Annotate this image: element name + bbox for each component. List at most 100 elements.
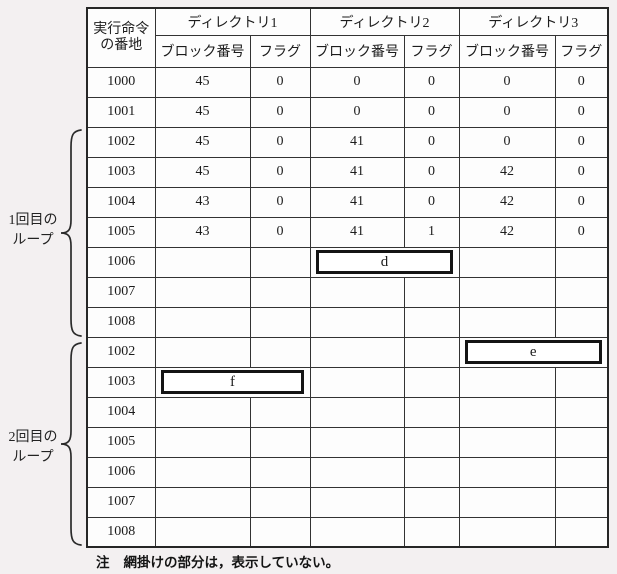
value-cell: 0: [403, 66, 460, 98]
table-row: 1003 45 0 41 0 42 0: [86, 156, 609, 188]
table-row: 1001 45 0 0 0 0 0: [86, 96, 609, 128]
answer-box-e: e: [464, 340, 602, 364]
value-cell: 45: [154, 66, 251, 98]
table-row: 1005 43 0 41 1 42 0: [86, 216, 609, 248]
loop2-brace: [60, 342, 82, 546]
header-row-directories: 実行命令 の番地 ディレクトリ1 ディレクトリ2 ディレクトリ3: [86, 7, 609, 68]
shaded-cell: [309, 366, 405, 398]
address-cell: 1004: [86, 186, 156, 218]
dir1-flag-header: フラグ: [249, 34, 311, 68]
shaded-cell: [458, 486, 556, 518]
address-cell: 1001: [86, 96, 156, 128]
table-row: 1006: [86, 456, 609, 488]
value-cell: 0: [249, 126, 311, 158]
table-row: 1007: [86, 486, 609, 518]
value-cell: 0: [309, 66, 405, 98]
value-cell: 0: [403, 186, 460, 218]
shaded-cell: [458, 396, 556, 428]
loop1-label: 1回目の ループ: [2, 211, 64, 251]
value-cell: 0: [249, 156, 311, 188]
shaded-cell: [403, 306, 460, 338]
shaded-cell: [249, 276, 311, 308]
shaded-cell: [309, 516, 405, 548]
shaded-cell: [154, 516, 251, 548]
directory3-header: ディレクトリ3: [458, 7, 609, 36]
value-cell: 0: [249, 96, 311, 128]
shaded-cell: [554, 366, 609, 398]
answer-box-cell: d: [309, 246, 460, 278]
table-row: 1002 45 0 41 0 0 0: [86, 126, 609, 158]
value-cell: 45: [154, 156, 251, 188]
shaded-cell: [249, 516, 311, 548]
shaded-cell: [249, 456, 311, 488]
value-cell: 0: [403, 126, 460, 158]
value-cell: 45: [154, 126, 251, 158]
table-body: 1000 45 0 0 0 0 0 1001 45 0 0 0 0 0 1002 45 0 41 0 0 0 1003 45…: [86, 66, 609, 548]
value-cell: 0: [554, 216, 609, 248]
address-cell: 1006: [86, 456, 156, 488]
shaded-cell: [554, 306, 609, 338]
address-header-line2: の番地: [100, 37, 143, 53]
answer-box-cell: e: [458, 336, 609, 368]
shaded-cell: [458, 516, 556, 548]
table-row: 1004 43 0 41 0 42 0: [86, 186, 609, 218]
shaded-cell: [249, 246, 311, 278]
shaded-cell: [403, 486, 460, 518]
footnote-text: 網掛けの部分は，表示していない。: [123, 555, 340, 570]
shaded-cell: [554, 426, 609, 458]
value-cell: 42: [458, 216, 556, 248]
value-cell: 0: [249, 186, 311, 218]
dir3-block-header: ブロック番号: [458, 34, 556, 68]
address-cell: 1007: [86, 486, 156, 518]
answer-box-f: f: [160, 370, 305, 394]
value-cell: 0: [458, 66, 556, 98]
shaded-cell: [554, 456, 609, 488]
shaded-cell: [458, 366, 556, 398]
dir3-flag-header: フラグ: [554, 34, 609, 68]
shaded-cell: [154, 276, 251, 308]
value-cell: 0: [554, 156, 609, 188]
value-cell: 0: [403, 156, 460, 188]
shaded-cell: [249, 486, 311, 518]
shaded-cell: [403, 336, 460, 368]
value-cell: 42: [458, 156, 556, 188]
shaded-cell: [309, 336, 405, 368]
address-cell: 1003: [86, 156, 156, 188]
loop2-label-line1: 2回目の: [8, 430, 58, 445]
shaded-cell: [458, 276, 556, 308]
shaded-cell: [154, 486, 251, 518]
shaded-cell: [554, 246, 609, 278]
value-cell: 0: [403, 96, 460, 128]
shaded-cell: [249, 426, 311, 458]
shaded-cell: [154, 456, 251, 488]
value-cell: 0: [554, 66, 609, 98]
value-cell: 41: [309, 216, 405, 248]
loop1-label-line2: ループ: [12, 233, 54, 248]
value-cell: 0: [458, 96, 556, 128]
value-cell: 0: [249, 216, 311, 248]
shaded-cell: [154, 246, 251, 278]
address-cell: 1006: [86, 246, 156, 278]
value-cell: 0: [554, 96, 609, 128]
shaded-cell: [309, 396, 405, 428]
address-cell: 1002: [86, 126, 156, 158]
address-cell: 1000: [86, 66, 156, 98]
shaded-cell: [309, 426, 405, 458]
dir1-block-header: ブロック番号: [154, 34, 251, 68]
value-cell: 42: [458, 186, 556, 218]
address-cell: 1002: [86, 336, 156, 368]
value-cell: 43: [154, 186, 251, 218]
shaded-cell: [403, 396, 460, 428]
table-row: 1006 d: [86, 246, 609, 278]
shaded-cell: [249, 336, 311, 368]
value-cell: 0: [249, 66, 311, 98]
value-cell: 41: [309, 186, 405, 218]
directory1-header: ディレクトリ1: [154, 7, 311, 36]
shaded-cell: [458, 306, 556, 338]
shaded-cell: [554, 486, 609, 518]
address-cell: 1008: [86, 306, 156, 338]
shaded-cell: [154, 396, 251, 428]
shaded-cell: [458, 456, 556, 488]
shaded-cell: [403, 516, 460, 548]
